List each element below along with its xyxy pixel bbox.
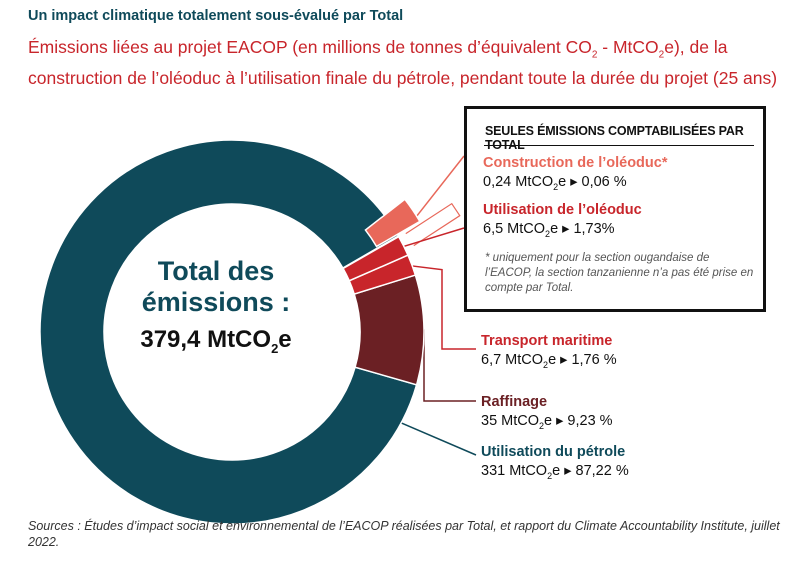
center-label: Total des émissions : 379,4 MtCO2e: [126, 256, 306, 356]
box-footnote: * uniquement pour la section ougandaise …: [485, 252, 754, 294]
box-title: SEULES ÉMISSIONS COMPTABILISÉES PAR TOTA…: [485, 124, 744, 152]
label-construction: Construction de l’oléoduc* 0,24 MtCO2e ▸…: [483, 155, 668, 192]
total-accounted-box: SEULES ÉMISSIONS COMPTABILISÉES PAR TOTA…: [464, 106, 766, 312]
donut-slices: [39, 139, 425, 525]
slice-utilisation-oleoduc: [342, 235, 409, 282]
leader-construction-frame: [405, 202, 461, 247]
chart-subtitle: Émissions liées au projet EACOP (en mill…: [28, 37, 778, 88]
leader-construction: [413, 155, 465, 221]
label-raffinage: Raffinage 35 MtCO2e ▸ 9,23 %: [481, 394, 613, 431]
leader-transport: [409, 264, 476, 350]
label-utilisation-petrole: Utilisation du pétrole 331 MtCO2e ▸ 87,2…: [481, 444, 629, 481]
center-title: Total des émissions :: [141, 256, 291, 317]
slice-utilisation-petrole: [39, 139, 418, 525]
box-divider: [484, 145, 754, 146]
center-total-value: 379,4 MtCO2e: [140, 326, 292, 356]
slice-raffinage: [353, 274, 425, 386]
source-note: Sources : Études d’impact social et envi…: [28, 519, 780, 549]
label-utilisation-oleoduc: Utilisation de l’oléoduc 6,5 MtCO2e ▸ 1,…: [483, 202, 642, 239]
leader-utilisation-oleoduc: [399, 227, 465, 249]
label-transport: Transport maritime 6,7 MtCO2e ▸ 1,76 %: [481, 333, 617, 370]
leader-utilisation-petrole: [399, 421, 477, 456]
chart-kicker: Un impact climatique totalement sous-éva…: [28, 8, 404, 24]
slice-transport: [348, 254, 417, 295]
slice-construction: [364, 198, 421, 248]
